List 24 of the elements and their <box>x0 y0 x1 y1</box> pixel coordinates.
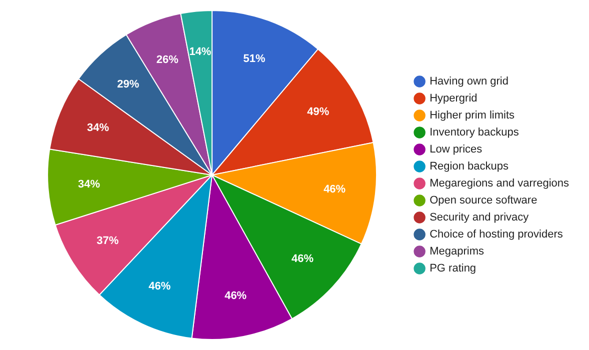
data-label: 51% <box>243 53 266 66</box>
data-label: 34% <box>86 122 110 134</box>
legend-label: Choice of hosting providers <box>430 228 564 241</box>
data-label: 29% <box>117 78 140 91</box>
data-label: 26% <box>156 54 179 66</box>
data-label: 46% <box>324 183 346 196</box>
legend-label: Higher prim limits <box>430 110 516 122</box>
legend-label: Open source software <box>430 194 538 207</box>
legend-label: Megaprims <box>430 246 484 258</box>
data-label: 37% <box>96 234 119 247</box>
legend-label: Security and privacy <box>430 212 530 224</box>
data-label: 46% <box>291 252 314 265</box>
data-label: 46% <box>148 280 171 293</box>
legend-label: PG rating <box>430 262 476 275</box>
legend-label: Megaregions and varregions <box>430 178 570 190</box>
data-label: 46% <box>224 290 247 302</box>
data-label: 49% <box>307 106 330 118</box>
legend-label: Region backups <box>430 160 509 173</box>
legend-label: Having own grid <box>430 76 508 88</box>
legend-label: Hypergrid <box>430 92 478 105</box>
data-label: 34% <box>78 178 100 190</box>
legend-label: Low prices <box>430 144 483 156</box>
legend-label: Inventory backups <box>430 126 520 139</box>
data-label: 14% <box>189 46 212 58</box>
